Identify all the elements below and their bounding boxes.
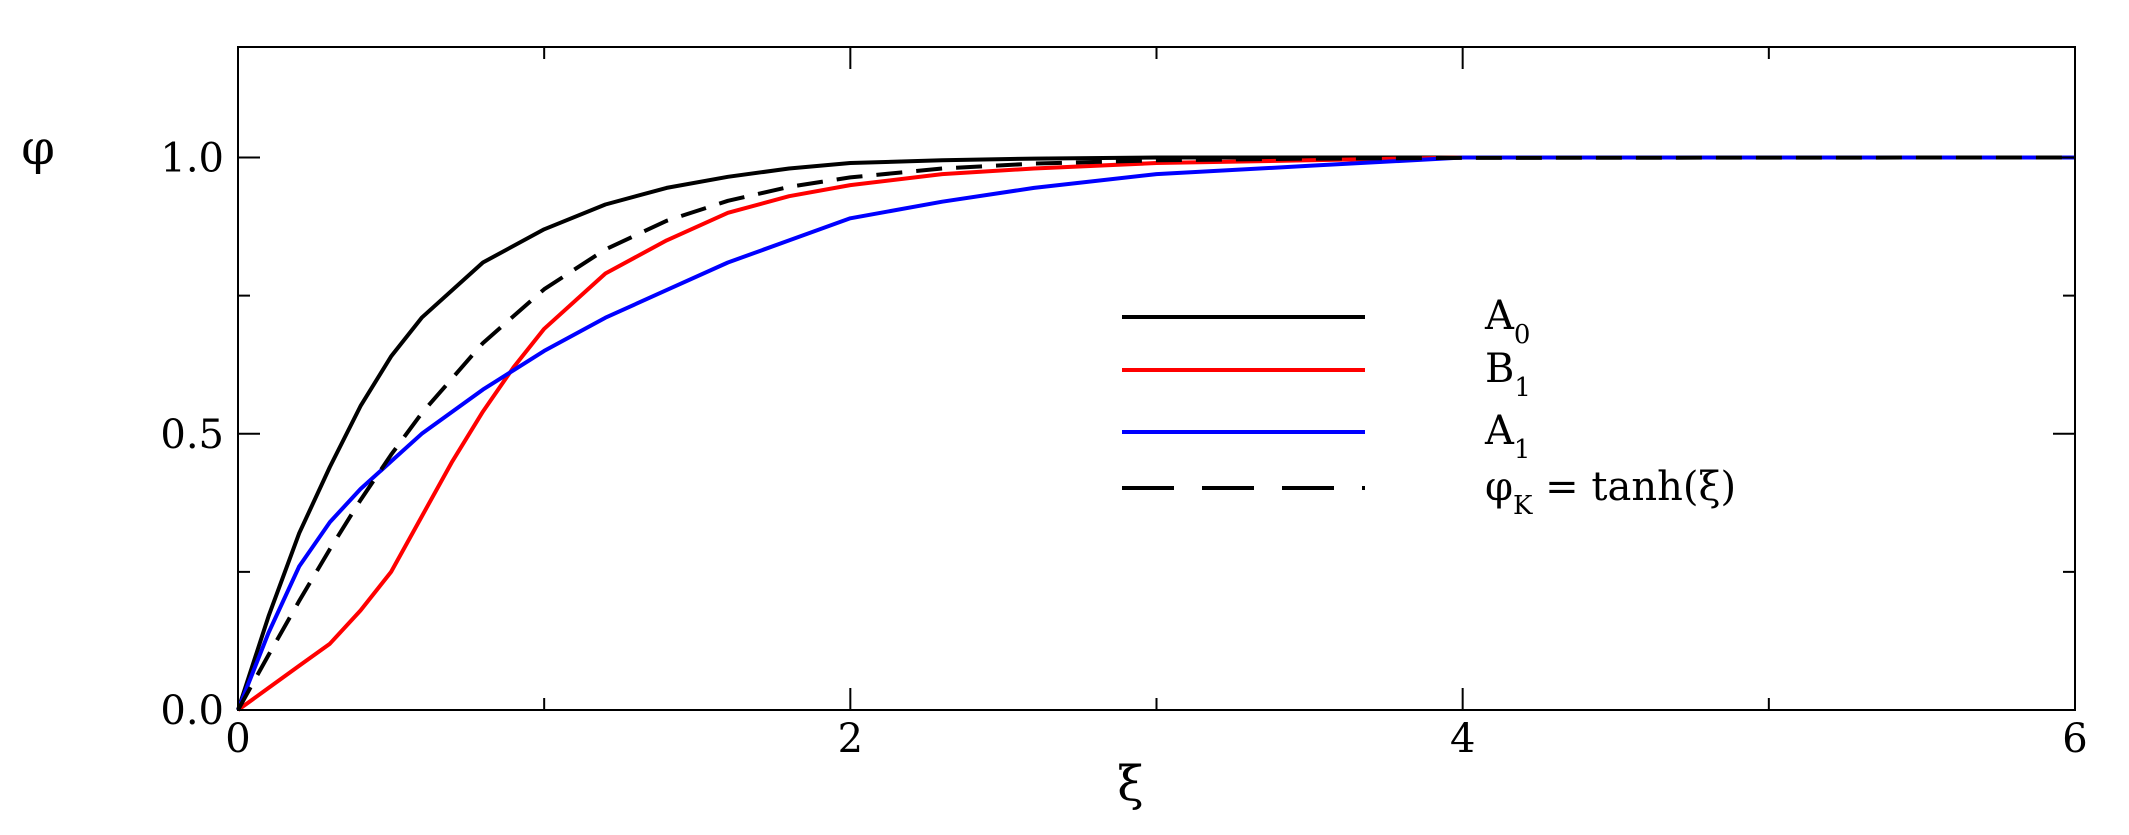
legend-label-2: B1 xyxy=(1485,346,1531,403)
series-line-4 xyxy=(236,155,2076,711)
plot-frame xyxy=(237,46,2076,711)
x-tick-label: 6 xyxy=(2062,716,2087,762)
x-tick-label: 0 xyxy=(225,716,250,762)
legend-label-4: φK = tanh(ξ) xyxy=(1485,464,1736,521)
y-tick-label: 0.0 xyxy=(160,688,224,734)
series-line-2 xyxy=(236,155,2075,712)
series-line-3 xyxy=(236,155,2075,711)
x-axis-label: ξ xyxy=(1117,756,1143,812)
legend-label-3: A1 xyxy=(1484,408,1530,465)
series-layer xyxy=(236,155,2076,712)
x-tick-label: 4 xyxy=(1450,716,1475,762)
y-axis-label: φ xyxy=(21,120,55,176)
y-tick-label: 1.0 xyxy=(160,136,224,182)
y-tick-label: 0.5 xyxy=(160,412,224,458)
x-tick-label: 2 xyxy=(838,716,863,762)
labels-layer: 0 2 4 6 0.0 0.5 1.0 ξ φ xyxy=(21,120,2088,812)
ticks-layer xyxy=(237,47,2076,711)
legend-label-1: A0 xyxy=(1484,293,1530,350)
